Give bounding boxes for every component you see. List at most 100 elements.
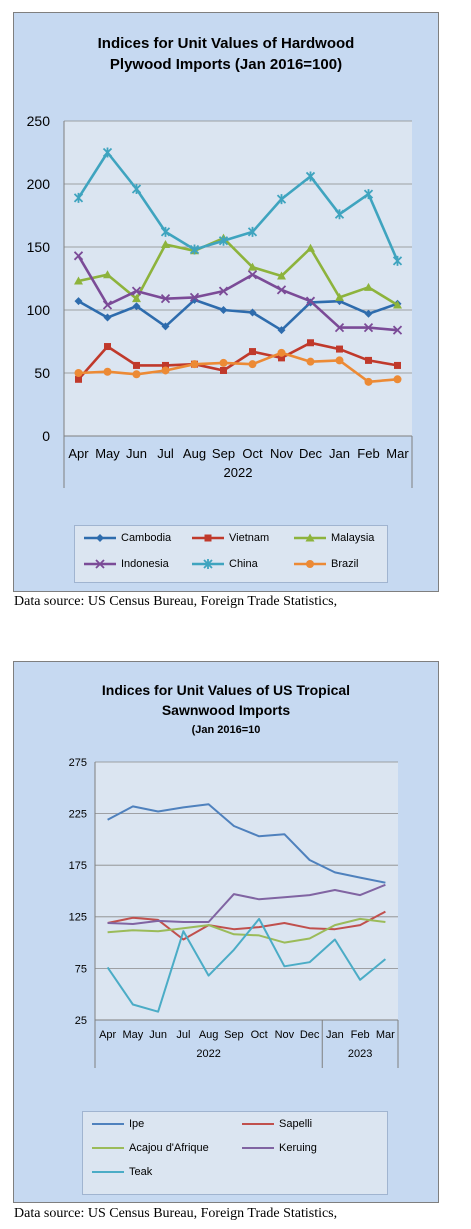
sawnwood-chart-legend: Ipe Sapelli Acajou d'Afrique Keruing Teak	[82, 1111, 388, 1195]
plywood-x-tick-label: Aug	[183, 446, 206, 461]
plywood-chart-plot: 0 50 100 150 200 250 Apr May Jun Jul Aug Sep Oct Nov D…	[27, 113, 413, 488]
plywood-point-indonesia	[334, 323, 345, 333]
plywood-legend-label: Malaysia	[331, 532, 375, 544]
plywood-legend-item-cambodia: Cambodia	[83, 532, 171, 544]
sawnwood-legend-label: Teak	[129, 1166, 153, 1178]
plywood-series-indonesia	[73, 251, 403, 335]
plywood-point-china	[363, 189, 374, 200]
plywood-point-malaysia	[364, 282, 373, 291]
plywood-y-tick-label: 100	[27, 302, 51, 318]
plywood-point-malaysia	[74, 276, 83, 285]
plywood-legend-marker	[96, 534, 104, 543]
plywood-point-vietnam	[133, 361, 140, 369]
sawnwood-legend-item-ipe: Ipe	[91, 1118, 144, 1130]
plywood-x-tick-label: May	[95, 446, 120, 461]
plywood-point-vietnam	[104, 343, 111, 351]
plywood-point-vietnam	[278, 354, 285, 362]
plywood-point-china	[160, 226, 171, 237]
plywood-legend-swatch	[84, 534, 116, 543]
sawnwood-y-tick-label: 125	[69, 912, 87, 924]
plywood-point-china	[189, 244, 200, 255]
plywood-point-indonesia	[392, 325, 403, 335]
plywood-plot-area	[64, 121, 412, 436]
sawnwood-y-tick-label: 275	[69, 757, 87, 769]
sawnwood-legend-item-keruing: Keruing	[241, 1142, 317, 1154]
plywood-point-malaysia	[306, 243, 315, 252]
plywood-point-indonesia	[73, 251, 84, 261]
plywood-point-brazil	[248, 360, 257, 369]
plywood-point-malaysia	[335, 292, 344, 301]
plywood-x-tick-label: Jun	[126, 446, 147, 461]
plywood-point-china	[218, 235, 229, 246]
plywood-group-label: 2022	[224, 465, 253, 480]
sawnwood-series-line-ipe	[107, 803, 386, 884]
plywood-point-china	[392, 255, 403, 266]
plywood-legend-item-malaysia: Malaysia	[293, 532, 374, 544]
plywood-y-tick-label: 150	[27, 239, 51, 255]
sawnwood-series-ipe	[107, 803, 386, 884]
plywood-point-malaysia	[277, 271, 286, 280]
sawnwood-legend-swatch	[92, 1147, 124, 1150]
plywood-y-tick-label: 200	[27, 176, 51, 192]
sawnwood-group-label: 2022	[196, 1048, 220, 1060]
sawnwood-plot-area	[95, 762, 398, 1020]
sawnwood-x-tick-label: Feb	[351, 1029, 370, 1041]
plywood-x-tick-label: Oct	[242, 446, 263, 461]
sawnwood-legend-item-acajou-d-afrique: Acajou d'Afrique	[91, 1142, 209, 1154]
plywood-legend-swatch	[192, 559, 224, 570]
plywood-series-line-vietnam	[77, 341, 398, 381]
plywood-point-brazil	[103, 367, 112, 376]
plywood-y-tick-label: 50	[34, 365, 50, 381]
plywood-point-vietnam	[365, 356, 372, 364]
plywood-series-vietnam	[75, 339, 401, 383]
sawnwood-x-tick-label: Jun	[149, 1029, 167, 1041]
sawnwood-chart-title-line1: Indices for Unit Values of US Tropical	[101, 682, 351, 698]
sawnwood-legend-swatch	[242, 1123, 274, 1126]
sawnwood-x-tick-label: Aug	[199, 1029, 219, 1041]
sawnwood-chart-plot: 25 75 125 175 225 275 Apr May Jun Jul Aug Sep Oct Nov…	[69, 757, 399, 1068]
plywood-legend-label: Vietnam	[229, 532, 270, 544]
plywood-point-indonesia	[131, 286, 142, 296]
plywood-point-vietnam	[307, 339, 314, 347]
plywood-point-china	[247, 226, 258, 237]
plywood-point-indonesia	[305, 296, 316, 306]
plywood-point-cambodia	[277, 326, 286, 335]
plywood-point-brazil	[190, 360, 199, 369]
plywood-series-line-indonesia	[77, 255, 398, 332]
plywood-legend-item-vietnam: Vietnam	[191, 532, 269, 544]
plywood-y-tick-label: 0	[42, 428, 50, 444]
sawnwood-chart-title-line2: Sawnwood Imports	[161, 702, 291, 718]
plywood-series-china	[73, 147, 403, 266]
plywood-x-tick-label: Feb	[357, 446, 379, 461]
sawnwood-legend-label: Sapelli	[279, 1118, 313, 1130]
sawnwood-x-tick-label: Jul	[176, 1029, 190, 1041]
plywood-chart-title-line1: Indices for Unit Values of Hardwood	[97, 35, 355, 52]
sawnwood-legend-item-sapelli: Sapelli	[241, 1118, 312, 1130]
sawnwood-series-sapelli	[107, 910, 386, 941]
plywood-chart-legend: Cambodia Vietnam Malaysia Indonesia China Bra…	[74, 525, 388, 583]
plywood-point-indonesia	[218, 286, 229, 296]
plywood-point-china	[276, 194, 287, 205]
sawnwood-chart-panel: Indices for Unit Values of US Tropical S…	[13, 661, 439, 1203]
sawnwood-legend-label: Ipe	[129, 1118, 145, 1130]
plywood-point-indonesia	[276, 285, 287, 295]
plywood-legend-label: Cambodia	[121, 532, 172, 544]
plywood-chart-title-line2: Plywood Imports (Jan 2016=100)	[109, 56, 343, 73]
plywood-point-brazil	[219, 358, 228, 367]
plywood-series-line-china	[77, 151, 399, 262]
plywood-legend-swatch	[294, 533, 326, 542]
sawnwood-legend-item-teak: Teak	[91, 1166, 152, 1178]
plywood-point-brazil	[306, 357, 315, 366]
plywood-point-china	[334, 209, 345, 220]
sawnwood-x-tick-label: Nov	[275, 1029, 295, 1041]
plywood-x-tick-label: Jul	[157, 446, 174, 461]
sawnwood-y-tick-label: 75	[75, 963, 87, 975]
plywood-legend-marker	[306, 560, 314, 569]
plywood-point-vietnam	[162, 361, 169, 369]
sawnwood-group-label: 2023	[348, 1048, 372, 1060]
plywood-legend-marker	[203, 559, 213, 570]
plywood-point-malaysia	[393, 300, 402, 309]
plywood-legend-item-indonesia: Indonesia	[83, 558, 169, 570]
sawnwood-legend-swatch	[92, 1123, 124, 1126]
plywood-point-vietnam	[336, 345, 343, 353]
